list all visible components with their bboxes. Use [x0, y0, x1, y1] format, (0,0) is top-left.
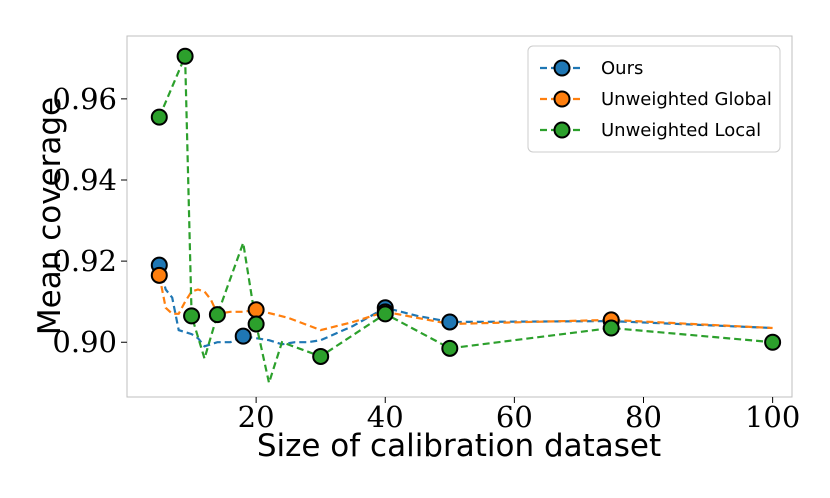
x-tick-label: 20: [238, 400, 275, 434]
data-point-unweighted-local: [441, 339, 459, 357]
data-point-unweighted-local: [764, 333, 782, 351]
x-tick-label: 100: [745, 400, 800, 434]
data-point-unweighted-local: [602, 319, 620, 337]
legend-marker-unweighted-local: [553, 121, 571, 139]
y-tick-label: 0.94: [52, 163, 117, 197]
data-point-unweighted-local: [376, 305, 394, 323]
legend-label-unweighted-global: Unweighted Global: [601, 89, 772, 110]
series-line-unweighted-global: [158, 275, 773, 332]
legend-marker-unweighted-global: [553, 90, 571, 108]
legend-label-unweighted-local: Unweighted Local: [601, 120, 761, 141]
legend: Ours Unweighted Global Unweighted Local: [527, 45, 781, 153]
plot-frame: [126, 35, 793, 398]
data-point-unweighted-local: [247, 315, 265, 333]
x-tick-label: 60: [496, 400, 533, 434]
x-axis-label: Size of calibration dataset: [257, 428, 661, 464]
y-axis: 0.90 0.92 0.94 0.96: [52, 82, 127, 359]
legend-box: [527, 45, 781, 153]
data-point-unweighted-global: [247, 301, 265, 319]
x-axis: 20 40 60 80 100: [238, 397, 800, 434]
y-tick-label: 0.92: [52, 244, 117, 278]
data-point-ours: [441, 313, 459, 331]
data-point-ours: [234, 327, 252, 345]
chart-marks: [150, 47, 782, 388]
y-tick-label: 0.96: [52, 82, 117, 116]
y-tick-label: 0.90: [52, 325, 117, 359]
legend-marker-ours: [553, 59, 571, 77]
y-axis-label: Mean coverage: [32, 97, 68, 335]
legend-label-ours: Ours: [601, 58, 643, 79]
data-point-unweighted-local: [176, 47, 194, 65]
data-point-unweighted-local: [183, 307, 201, 325]
data-point-unweighted-local: [208, 306, 226, 324]
series-markers: [150, 47, 782, 365]
data-point-unweighted-global: [150, 266, 168, 284]
x-tick-label: 80: [625, 400, 662, 434]
data-point-unweighted-local: [312, 347, 330, 365]
x-tick-label: 40: [367, 400, 404, 434]
data-point-unweighted-local: [150, 108, 168, 126]
